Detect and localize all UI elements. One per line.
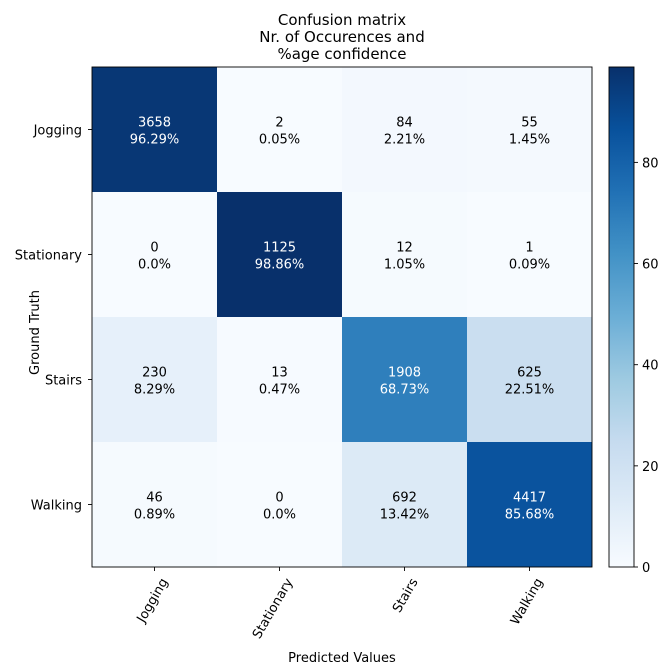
cell-count-label: 2 [275, 116, 283, 131]
heatmap-cell [467, 67, 592, 192]
cell-percent-label: 0.89% [134, 508, 175, 523]
heatmap-cell [217, 442, 342, 567]
heatmap-cell [342, 67, 467, 192]
cell-percent-label: 98.86% [255, 258, 305, 273]
y-axis-label: Ground Truth [27, 290, 43, 375]
cell-count-label: 55 [521, 116, 538, 131]
cell-percent-label: 8.29% [134, 383, 175, 398]
cell-count-label: 46 [146, 491, 163, 506]
cell-count-label: 625 [517, 366, 542, 381]
heatmap-cell [217, 67, 342, 192]
heatmap-cell [92, 67, 217, 192]
y-tick-label: Stairs [45, 374, 82, 389]
heatmap-cell [467, 192, 592, 317]
x-tick-label: Walking [508, 576, 547, 628]
cell-percent-label: 1.05% [384, 258, 425, 273]
cell-percent-label: 68.73% [380, 383, 430, 398]
chart-title-line-2: Nr. of Occurences and [259, 28, 425, 46]
y-tick-label: Jogging [33, 124, 82, 139]
heatmap-cell [467, 317, 592, 442]
cell-percent-label: 96.29% [130, 133, 180, 148]
cell-count-label: 1 [525, 241, 533, 256]
colorbar-tick-label: 80 [642, 156, 659, 171]
cell-count-label: 0 [275, 491, 283, 506]
cell-percent-label: 13.42% [380, 508, 430, 523]
colorbar-tick-label: 20 [642, 460, 659, 475]
cell-count-label: 692 [392, 491, 417, 506]
cell-count-label: 1908 [388, 366, 421, 381]
colorbar-tick-label: 60 [642, 258, 659, 273]
cell-percent-label: 0.47% [259, 383, 300, 398]
heatmap-cell [342, 317, 467, 442]
x-tick-label: Stationary [250, 576, 297, 642]
cell-percent-label: 85.68% [505, 508, 555, 523]
cell-percent-label: 22.51% [505, 383, 555, 398]
cell-count-label: 84 [396, 116, 413, 131]
heatmap-cell [217, 192, 342, 317]
cell-count-label: 1125 [263, 241, 296, 256]
cell-count-label: 230 [142, 366, 167, 381]
cell-percent-label: 0.0% [138, 258, 171, 273]
chart-title-line-3: %age confidence [277, 45, 407, 63]
cell-percent-label: 0.05% [259, 133, 300, 148]
x-axis-label: Predicted Values [288, 651, 396, 666]
chart-title-line-1: Confusion matrix [277, 11, 407, 29]
heatmap-cell [92, 442, 217, 567]
cell-percent-label: 2.21% [384, 133, 425, 148]
cell-count-label: 13 [271, 366, 288, 381]
y-tick-label: Stationary [15, 249, 83, 264]
heatmap-cell [92, 192, 217, 317]
colorbar-tick-label: 0 [642, 561, 650, 576]
cell-percent-label: 0.09% [509, 258, 550, 273]
cell-percent-label: 0.0% [263, 508, 296, 523]
cell-count-label: 4417 [513, 491, 546, 506]
heatmap-cell [92, 317, 217, 442]
heatmap-cell [342, 442, 467, 567]
cell-count-label: 0 [150, 241, 158, 256]
plot-frame [91, 66, 593, 568]
cell-percent-label: 1.45% [509, 133, 550, 148]
colorbar [608, 66, 635, 568]
y-tick-label: Walking [31, 499, 82, 514]
x-tick-label: Jogging [134, 576, 172, 626]
colorbar-tick-label: 40 [642, 359, 659, 374]
heatmap-cell [467, 442, 592, 567]
x-tick-label: Stairs [390, 576, 422, 616]
heatmap-cell [217, 317, 342, 442]
heatmap-cell [342, 192, 467, 317]
cell-count-label: 12 [396, 241, 413, 256]
cell-count-label: 3658 [138, 116, 171, 131]
